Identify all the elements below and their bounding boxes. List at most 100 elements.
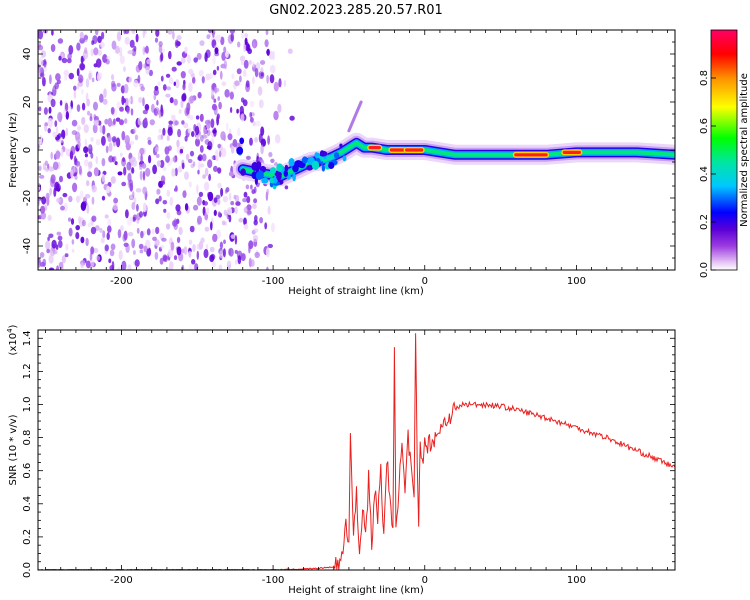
noise-speckle [80,55,84,64]
noise-speckle [160,133,164,140]
noise-speckle [44,122,49,127]
noise-speckle [80,236,85,244]
noise-speckle [92,247,99,254]
noise-speckle [162,200,168,205]
signal-blob [311,160,320,170]
noise-speckle [112,203,118,211]
noise-speckle [169,261,174,270]
noise-speckle [253,228,259,233]
noise-speckle [191,131,195,137]
noise-speckle [84,193,91,199]
noise-speckle [273,110,279,121]
noise-speckle [67,53,72,60]
noise-speckle [277,103,282,113]
figure-title: GN02.2023.285.20.57.R01 [269,3,443,18]
noise-speckle [105,145,109,154]
y-tick-label: 1.0 [22,397,33,413]
noise-speckle [176,61,182,66]
noise-speckle [269,64,276,74]
noise-speckle [142,97,145,107]
noise-speckle [111,74,115,81]
noise-speckle [47,236,50,241]
noise-speckle [244,37,248,46]
noise-speckle [233,194,237,200]
noise-speckle [165,155,170,163]
noise-speckle [228,247,234,257]
noise-speckle [106,55,111,61]
noise-speckle [86,204,90,214]
noise-speckle [237,127,241,137]
x-tick-label: 0 [422,276,428,287]
noise-speckle [283,79,287,87]
colorbar-tick-label: 0.6 [699,118,710,134]
noise-speckle [38,30,41,34]
noise-speckle [77,140,81,149]
noise-speckle [135,188,142,193]
signal-blob [283,170,288,178]
noise-speckle [188,68,194,75]
noise-speckle [224,50,229,58]
noise-speckle [61,255,66,264]
noise-speckle [84,153,88,158]
noise-speckle [52,131,58,138]
spectrogram-x-axis-label: Height of straight line (km) [288,286,424,297]
noise-speckle [132,214,138,221]
noise-speckle [161,48,165,54]
noise-speckle [273,81,279,92]
noise-speckle [176,236,181,243]
noise-speckle [55,244,59,250]
noise-speckle [203,248,209,259]
noise-speckle [240,30,245,40]
noise-speckle [139,164,143,170]
noise-speckle [43,58,47,68]
noise-speckle [274,134,281,144]
noise-speckle [108,258,112,264]
noise-speckle [155,198,160,205]
noise-speckle [158,45,163,53]
noise-speckle [129,140,135,145]
signal-blob [276,172,282,181]
noise-speckle [230,234,236,240]
noise-speckle [47,128,51,134]
noise-speckle [193,204,199,211]
noise-speckle [110,176,116,184]
noise-speckle [209,246,215,253]
noise-speckle [215,155,219,162]
noise-speckle [243,59,249,69]
colorbar-tick-label: 0.2 [699,214,710,230]
noise-speckle [181,57,186,64]
noise-speckle [189,95,194,104]
noise-speckle [65,110,70,120]
noise-speckle [91,184,97,193]
noise-speckle [173,81,176,87]
noise-speckle [117,266,121,270]
noise-speckle [100,41,105,48]
noise-speckle [145,45,149,54]
noise-speckle [171,66,177,72]
noise-speckle [38,45,44,51]
noise-speckle [169,196,174,206]
noise-speckle [230,201,235,206]
noise-speckle [168,248,174,258]
noise-speckle [130,108,134,116]
noise-speckle [59,175,63,183]
noise-speckle [91,196,95,205]
noise-speckle [71,248,75,253]
noise-speckle [142,109,148,115]
noise-speckle [63,202,68,212]
noise-speckle [189,114,194,121]
noise-speckle [165,93,171,98]
noise-speckle [184,203,189,211]
noise-speckle [64,102,69,112]
noise-speckle [221,147,227,158]
noise-speckle [38,144,41,149]
noise-speckle [80,262,84,269]
noise-speckle [132,250,136,255]
noise-speckle [207,141,213,151]
noise-speckle [253,198,258,204]
x-tick-label: 100 [567,575,586,586]
noise-speckle [70,169,74,178]
noise-speckle [106,232,110,241]
noise-speckle [219,241,223,250]
noise-speckle [255,120,261,127]
